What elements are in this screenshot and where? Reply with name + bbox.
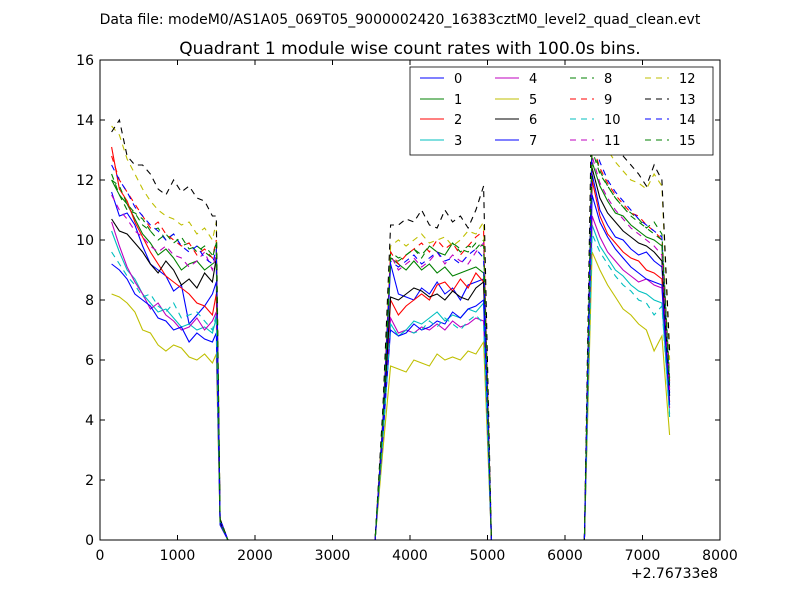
series-line-6: [111, 167, 671, 540]
y-tick-label: 8: [85, 293, 94, 309]
legend-item-6: 6: [495, 113, 537, 128]
legend-item-0: 0: [420, 72, 462, 87]
y-tick-label: 14: [76, 113, 94, 129]
y-tick-label: 16: [76, 53, 94, 69]
series-line-3: [111, 224, 671, 540]
series-line-12: [111, 89, 671, 540]
legend-item-1: 1: [420, 93, 462, 108]
legend-item-11: 11: [570, 134, 621, 149]
y-tick-label: 6: [85, 353, 94, 369]
legend-label: 9: [604, 93, 612, 108]
series-line-0: [111, 173, 671, 540]
legend-item-5: 5: [495, 93, 537, 108]
x-tick-label: 6000: [547, 548, 583, 564]
legend-label: 6: [529, 113, 537, 128]
y-tick-label: 4: [85, 413, 94, 429]
series-line-11: [111, 155, 671, 540]
legend-label: 10: [604, 113, 621, 128]
legend-label: 14: [679, 113, 696, 128]
legend-label: 12: [679, 72, 696, 87]
x-tick-label: 5000: [470, 548, 506, 564]
series-line-5: [111, 251, 671, 540]
legend-item-9: 9: [570, 93, 612, 108]
legend-frame: [409, 66, 714, 156]
y-tick-label: 2: [85, 473, 94, 489]
legend-label: 7: [529, 134, 537, 149]
legend-item-7: 7: [495, 134, 537, 149]
legend-item-14: 14: [645, 113, 696, 128]
legend-item-3: 3: [420, 134, 462, 149]
x-tick-label: 2000: [237, 548, 273, 564]
x-tick-label: 7000: [625, 548, 661, 564]
series-line-2: [111, 146, 671, 540]
figure-suptitle: Data file: modeM0/AS1A05_069T05_90000024…: [100, 12, 701, 28]
legend-label: 1: [454, 93, 462, 108]
legend-label: 0: [454, 72, 462, 87]
x-tick-label: 8000: [702, 548, 738, 564]
x-tick-label: 4000: [392, 548, 428, 564]
legend-label: 13: [679, 93, 696, 108]
legend-item-13: 13: [645, 93, 696, 108]
legend-item-10: 10: [570, 113, 621, 128]
series-line-9: [111, 143, 671, 540]
legend-item-8: 8: [570, 72, 612, 87]
legend-label: 5: [529, 93, 537, 108]
legend-label: 11: [604, 134, 621, 149]
series-line-4: [111, 215, 671, 540]
legend-label: 8: [604, 72, 612, 87]
axis-ticks: 0 1000 2000 3000 4000 5000 6000 7000 80000246810…: [76, 53, 738, 564]
y-tick-label: 12: [76, 173, 94, 189]
legend-item-15: 15: [645, 134, 696, 149]
y-tick-label: 10: [76, 233, 94, 249]
x-tick-label: 3000: [315, 548, 351, 564]
legend-item-2: 2: [420, 113, 462, 128]
series-line-1: [111, 161, 671, 540]
chart-title: Quadrant 1 module wise count rates with …: [179, 39, 640, 59]
series-layer: [111, 77, 671, 540]
x-axis-offset-label: +2.76733e8: [631, 566, 718, 582]
y-tick-label: 0: [85, 533, 94, 549]
legend-label: 15: [679, 134, 696, 149]
series-line-10: [111, 233, 671, 540]
x-tick-label: 0: [96, 548, 105, 564]
plot-area: 0 1000 2000 3000 4000 5000 6000 7000 80000246810…: [76, 53, 738, 564]
legend-label: 4: [529, 72, 537, 87]
legend-item-4: 4: [495, 72, 537, 87]
series-line-15: [111, 143, 671, 540]
legend-item-12: 12: [645, 72, 696, 87]
legend-label: 3: [454, 134, 462, 149]
legend-label: 2: [454, 113, 462, 128]
series-line-7: [111, 194, 671, 540]
x-tick-label: 1000: [160, 548, 196, 564]
